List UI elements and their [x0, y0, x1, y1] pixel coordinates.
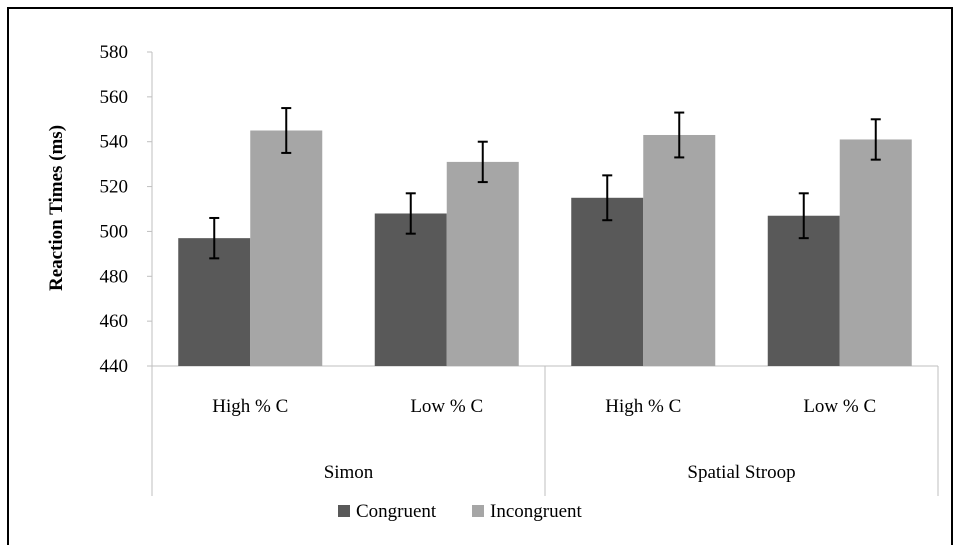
- x-group-label: Simon: [324, 462, 374, 483]
- labels-layer: 440 460 480 500 520 540 560 580 High % C Low % C H…: [100, 42, 877, 483]
- x-category-label: High % C: [212, 396, 288, 417]
- y-tick-label: 500: [100, 221, 129, 242]
- bar-congruent: [374, 213, 447, 366]
- chart-border: [7, 7, 953, 545]
- x-category-label: Low % C: [803, 396, 876, 417]
- x-category-label: High % C: [605, 396, 681, 417]
- y-tick-label: 480: [100, 266, 129, 287]
- y-tick-label: 460: [100, 311, 129, 332]
- bar-incongruent: [446, 161, 519, 366]
- x-group-label: Spatial Stroop: [687, 462, 795, 483]
- legend-swatch-incongruent: [472, 505, 484, 517]
- y-tick-label: 520: [100, 177, 129, 198]
- legend-swatch-congruent: [338, 505, 350, 517]
- bar-congruent: [178, 238, 251, 366]
- legend-label: Congruent: [356, 501, 437, 522]
- legend: Congruent Incongruent: [338, 501, 583, 522]
- y-tick-label: 580: [100, 42, 129, 63]
- y-tick-label: 440: [100, 356, 129, 377]
- bar-incongruent: [839, 139, 912, 366]
- y-tick-label: 560: [100, 87, 129, 108]
- bar-congruent: [571, 197, 644, 366]
- bar-incongruent: [250, 130, 323, 366]
- y-tick-label: 540: [100, 132, 129, 153]
- errors-layer: [209, 107, 881, 260]
- legend-label: Incongruent: [490, 501, 583, 522]
- y-axis-title: Reaction Times (ms): [46, 125, 67, 291]
- bars-layer: [178, 130, 912, 366]
- bar-congruent: [767, 215, 840, 366]
- bar-incongruent: [643, 134, 716, 366]
- x-category-label: Low % C: [410, 396, 483, 417]
